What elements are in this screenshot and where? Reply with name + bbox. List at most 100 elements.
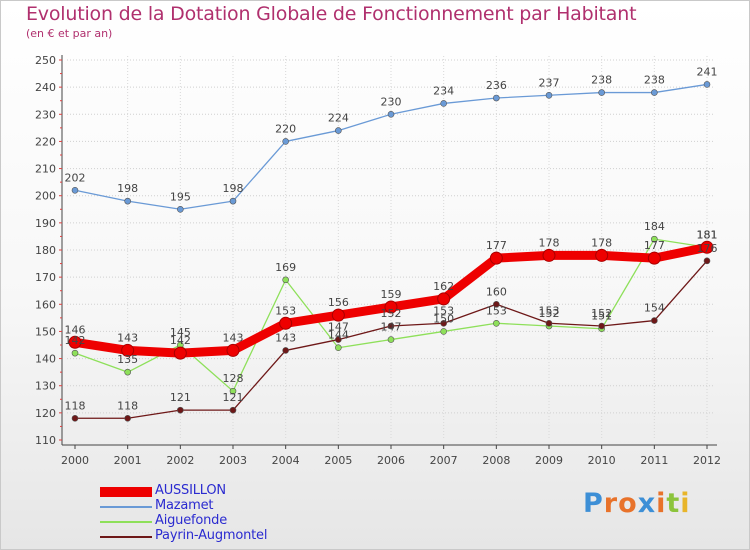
data-label: 147 [328,321,349,334]
data-label: 150 [433,312,454,325]
x-tick-label: 2012 [693,454,721,467]
data-point [387,110,395,118]
data-point [335,127,342,134]
data-label: 146 [65,323,86,336]
legend-swatch [100,536,152,538]
data-label: 220 [275,122,296,135]
y-tick-label: 160 [35,298,56,311]
data-point [651,89,658,96]
data-label: 178 [591,236,612,249]
data-point [545,319,553,327]
data-point [493,94,500,102]
data-point [598,322,605,330]
x-tick-label: 2011 [640,454,668,467]
legend-swatch [100,521,152,523]
legend-swatch [100,487,152,497]
data-label: 152 [539,307,560,320]
data-label: 153 [275,304,296,317]
data-label: 152 [381,307,402,320]
data-point [71,414,79,422]
x-tick-label: 2005 [324,454,352,467]
data-point [598,89,605,96]
data-label: 230 [381,95,402,108]
legend-swatch [100,506,152,508]
data-label: 135 [117,353,138,366]
data-label: 224 [328,112,349,125]
data-point [440,328,447,335]
proxiti-logo: Proxiti [583,488,691,519]
x-tick-label: 2009 [535,454,563,467]
data-point [71,349,79,357]
y-tick-label: 140 [35,353,56,366]
data-label: 128 [223,372,244,385]
data-label: 156 [328,296,349,309]
legend-label: Mazamet [155,498,214,513]
data-point [121,343,135,357]
data-point [651,235,658,243]
y-tick-label: 180 [35,244,56,257]
data-label: 152 [591,307,612,320]
x-tick-label: 2006 [377,454,405,467]
data-point [647,251,661,265]
y-tick-label: 110 [35,434,56,447]
data-point [279,316,293,330]
y-tick-label: 190 [35,217,56,230]
data-label: 177 [644,239,665,252]
data-point [229,406,237,414]
x-tick-label: 2002 [166,454,194,467]
data-label: 153 [486,304,507,317]
y-tick-label: 250 [35,54,56,67]
y-tick-label: 230 [35,108,56,121]
data-label: 145 [170,326,191,339]
data-point [177,205,184,213]
y-tick-label: 120 [35,407,56,420]
data-label: 143 [223,331,244,344]
data-point [437,292,451,306]
data-label: 181 [697,228,718,241]
data-point [545,91,553,99]
data-label: 236 [486,79,507,92]
data-label: 160 [486,285,507,298]
data-point [542,248,556,262]
data-label: 184 [644,220,665,233]
data-label: 162 [433,280,454,293]
data-label: 118 [65,399,86,412]
data-point [124,197,131,205]
data-point [493,300,500,308]
data-point [173,346,187,360]
logo-letter: i [680,488,691,519]
data-point [387,336,395,343]
data-label: 202 [65,171,86,184]
x-tick-label: 2000 [61,454,89,467]
legend-label: Aiguefonde [155,513,228,528]
data-label: 121 [223,391,244,404]
y-tick-label: 200 [35,190,56,203]
data-label: 142 [65,334,86,347]
logo-letter: x [637,488,657,519]
x-tick-label: 2003 [219,454,247,467]
data-label: 237 [539,76,560,89]
logo-letter: P [583,488,604,519]
data-label: 178 [539,236,560,249]
data-label: 198 [223,182,244,195]
data-point [384,300,398,314]
data-label: 181 [697,228,718,241]
data-point [651,317,658,324]
data-point [703,81,711,88]
data-label: 153 [433,304,454,317]
y-tick-label: 240 [35,81,56,94]
chart-title: Evolution de la Dotation Globale de Fonc… [26,3,637,25]
data-label: 195 [170,190,191,203]
data-point [124,368,131,376]
data-point [703,257,711,265]
data-point [700,240,714,254]
data-point [282,138,289,145]
logo-letter: t [666,488,681,519]
y-tick-label: 220 [35,135,56,148]
data-label: 159 [381,288,402,301]
data-point [440,319,447,327]
data-point [71,186,79,194]
data-label: 177 [486,239,507,252]
logo-letter: o [618,488,638,519]
